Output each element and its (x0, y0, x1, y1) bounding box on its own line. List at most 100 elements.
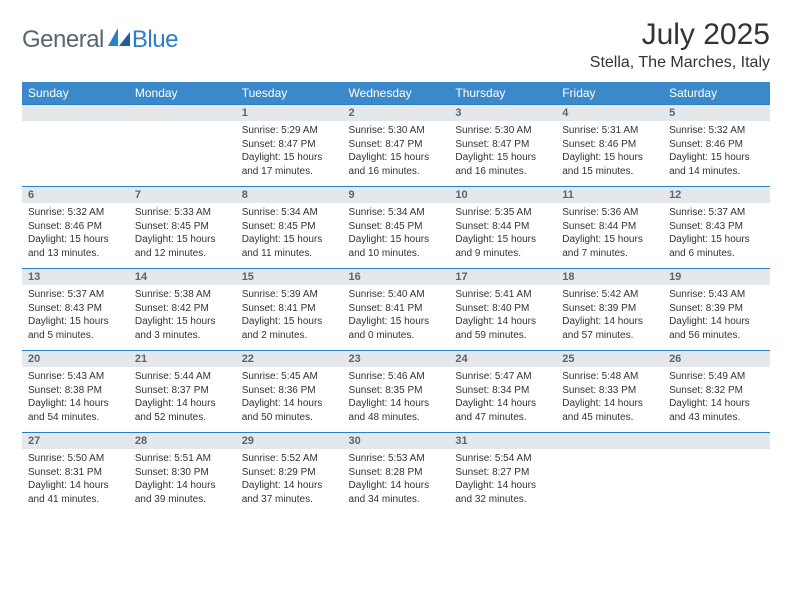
day-number: 20 (22, 351, 129, 367)
day-cell: 23Sunrise: 5:46 AMSunset: 8:35 PMDayligh… (343, 351, 450, 433)
day-number: 16 (343, 269, 450, 285)
day-body: Sunrise: 5:44 AMSunset: 8:37 PMDaylight:… (129, 367, 236, 432)
week-row: 13Sunrise: 5:37 AMSunset: 8:43 PMDayligh… (22, 269, 770, 351)
day-number: 7 (129, 187, 236, 203)
day-number: 23 (343, 351, 450, 367)
day-body: Sunrise: 5:30 AMSunset: 8:47 PMDaylight:… (449, 121, 556, 186)
logo-text-general: General (22, 26, 104, 54)
day-header-row: Sunday Monday Tuesday Wednesday Thursday… (22, 82, 770, 105)
day-body: Sunrise: 5:50 AMSunset: 8:31 PMDaylight:… (22, 449, 129, 514)
day-body: Sunrise: 5:29 AMSunset: 8:47 PMDaylight:… (236, 121, 343, 186)
location-text: Stella, The Marches, Italy (590, 54, 770, 72)
day-body: Sunrise: 5:37 AMSunset: 8:43 PMDaylight:… (663, 203, 770, 268)
day-body: Sunrise: 5:34 AMSunset: 8:45 PMDaylight:… (236, 203, 343, 268)
day-number-empty (556, 433, 663, 449)
day-header-fri: Friday (556, 82, 663, 105)
day-number: 24 (449, 351, 556, 367)
day-body: Sunrise: 5:41 AMSunset: 8:40 PMDaylight:… (449, 285, 556, 350)
day-body: Sunrise: 5:47 AMSunset: 8:34 PMDaylight:… (449, 367, 556, 432)
day-body-empty (129, 121, 236, 177)
day-body: Sunrise: 5:32 AMSunset: 8:46 PMDaylight:… (22, 203, 129, 268)
day-number-empty (22, 105, 129, 121)
day-number: 28 (129, 433, 236, 449)
day-header-mon: Monday (129, 82, 236, 105)
day-number: 2 (343, 105, 450, 121)
day-body: Sunrise: 5:46 AMSunset: 8:35 PMDaylight:… (343, 367, 450, 432)
week-row: 20Sunrise: 5:43 AMSunset: 8:38 PMDayligh… (22, 351, 770, 433)
day-number-empty (129, 105, 236, 121)
day-number: 26 (663, 351, 770, 367)
day-header-thu: Thursday (449, 82, 556, 105)
calendar-table: Sunday Monday Tuesday Wednesday Thursday… (22, 82, 770, 514)
day-body: Sunrise: 5:42 AMSunset: 8:39 PMDaylight:… (556, 285, 663, 350)
day-number-empty (663, 433, 770, 449)
day-cell: 29Sunrise: 5:52 AMSunset: 8:29 PMDayligh… (236, 433, 343, 515)
day-cell: 9Sunrise: 5:34 AMSunset: 8:45 PMDaylight… (343, 187, 450, 269)
logo-text-blue: Blue (132, 26, 178, 54)
day-cell: 15Sunrise: 5:39 AMSunset: 8:41 PMDayligh… (236, 269, 343, 351)
day-header-tue: Tuesday (236, 82, 343, 105)
day-body: Sunrise: 5:34 AMSunset: 8:45 PMDaylight:… (343, 203, 450, 268)
day-number: 31 (449, 433, 556, 449)
day-cell: 25Sunrise: 5:48 AMSunset: 8:33 PMDayligh… (556, 351, 663, 433)
day-body: Sunrise: 5:51 AMSunset: 8:30 PMDaylight:… (129, 449, 236, 514)
logo-sail-icon (108, 28, 130, 46)
day-body: Sunrise: 5:33 AMSunset: 8:45 PMDaylight:… (129, 203, 236, 268)
day-number: 11 (556, 187, 663, 203)
day-number: 9 (343, 187, 450, 203)
day-cell (129, 105, 236, 187)
calendar-page: General Blue July 2025 Stella, The March… (0, 0, 792, 532)
day-cell: 20Sunrise: 5:43 AMSunset: 8:38 PMDayligh… (22, 351, 129, 433)
day-body: Sunrise: 5:36 AMSunset: 8:44 PMDaylight:… (556, 203, 663, 268)
day-cell: 21Sunrise: 5:44 AMSunset: 8:37 PMDayligh… (129, 351, 236, 433)
week-row: 27Sunrise: 5:50 AMSunset: 8:31 PMDayligh… (22, 433, 770, 515)
day-body-empty (22, 121, 129, 177)
day-number: 13 (22, 269, 129, 285)
day-number: 27 (22, 433, 129, 449)
day-cell: 27Sunrise: 5:50 AMSunset: 8:31 PMDayligh… (22, 433, 129, 515)
day-number: 8 (236, 187, 343, 203)
calendar-body: 1Sunrise: 5:29 AMSunset: 8:47 PMDaylight… (22, 105, 770, 515)
page-header: General Blue July 2025 Stella, The March… (22, 18, 770, 72)
day-cell: 2Sunrise: 5:30 AMSunset: 8:47 PMDaylight… (343, 105, 450, 187)
day-number: 5 (663, 105, 770, 121)
week-row: 1Sunrise: 5:29 AMSunset: 8:47 PMDaylight… (22, 105, 770, 187)
day-number: 14 (129, 269, 236, 285)
day-cell: 10Sunrise: 5:35 AMSunset: 8:44 PMDayligh… (449, 187, 556, 269)
day-body-empty (556, 449, 663, 505)
day-number: 22 (236, 351, 343, 367)
month-title: July 2025 (590, 18, 770, 52)
logo: General Blue (22, 26, 178, 54)
day-body: Sunrise: 5:53 AMSunset: 8:28 PMDaylight:… (343, 449, 450, 514)
day-cell: 31Sunrise: 5:54 AMSunset: 8:27 PMDayligh… (449, 433, 556, 515)
day-number: 12 (663, 187, 770, 203)
day-body-empty (663, 449, 770, 505)
day-number: 25 (556, 351, 663, 367)
day-cell: 5Sunrise: 5:32 AMSunset: 8:46 PMDaylight… (663, 105, 770, 187)
day-cell (22, 105, 129, 187)
day-cell: 17Sunrise: 5:41 AMSunset: 8:40 PMDayligh… (449, 269, 556, 351)
day-header-sat: Saturday (663, 82, 770, 105)
day-body: Sunrise: 5:30 AMSunset: 8:47 PMDaylight:… (343, 121, 450, 186)
day-header-sun: Sunday (22, 82, 129, 105)
day-number: 15 (236, 269, 343, 285)
day-body: Sunrise: 5:40 AMSunset: 8:41 PMDaylight:… (343, 285, 450, 350)
day-body: Sunrise: 5:32 AMSunset: 8:46 PMDaylight:… (663, 121, 770, 186)
day-header-wed: Wednesday (343, 82, 450, 105)
day-body: Sunrise: 5:43 AMSunset: 8:39 PMDaylight:… (663, 285, 770, 350)
day-cell: 30Sunrise: 5:53 AMSunset: 8:28 PMDayligh… (343, 433, 450, 515)
day-number: 3 (449, 105, 556, 121)
week-row: 6Sunrise: 5:32 AMSunset: 8:46 PMDaylight… (22, 187, 770, 269)
day-number: 17 (449, 269, 556, 285)
day-number: 6 (22, 187, 129, 203)
day-cell: 8Sunrise: 5:34 AMSunset: 8:45 PMDaylight… (236, 187, 343, 269)
day-body: Sunrise: 5:54 AMSunset: 8:27 PMDaylight:… (449, 449, 556, 514)
day-cell: 24Sunrise: 5:47 AMSunset: 8:34 PMDayligh… (449, 351, 556, 433)
day-cell (663, 433, 770, 515)
day-body: Sunrise: 5:52 AMSunset: 8:29 PMDaylight:… (236, 449, 343, 514)
day-cell: 26Sunrise: 5:49 AMSunset: 8:32 PMDayligh… (663, 351, 770, 433)
day-cell: 6Sunrise: 5:32 AMSunset: 8:46 PMDaylight… (22, 187, 129, 269)
day-cell: 18Sunrise: 5:42 AMSunset: 8:39 PMDayligh… (556, 269, 663, 351)
day-body: Sunrise: 5:43 AMSunset: 8:38 PMDaylight:… (22, 367, 129, 432)
day-number: 1 (236, 105, 343, 121)
